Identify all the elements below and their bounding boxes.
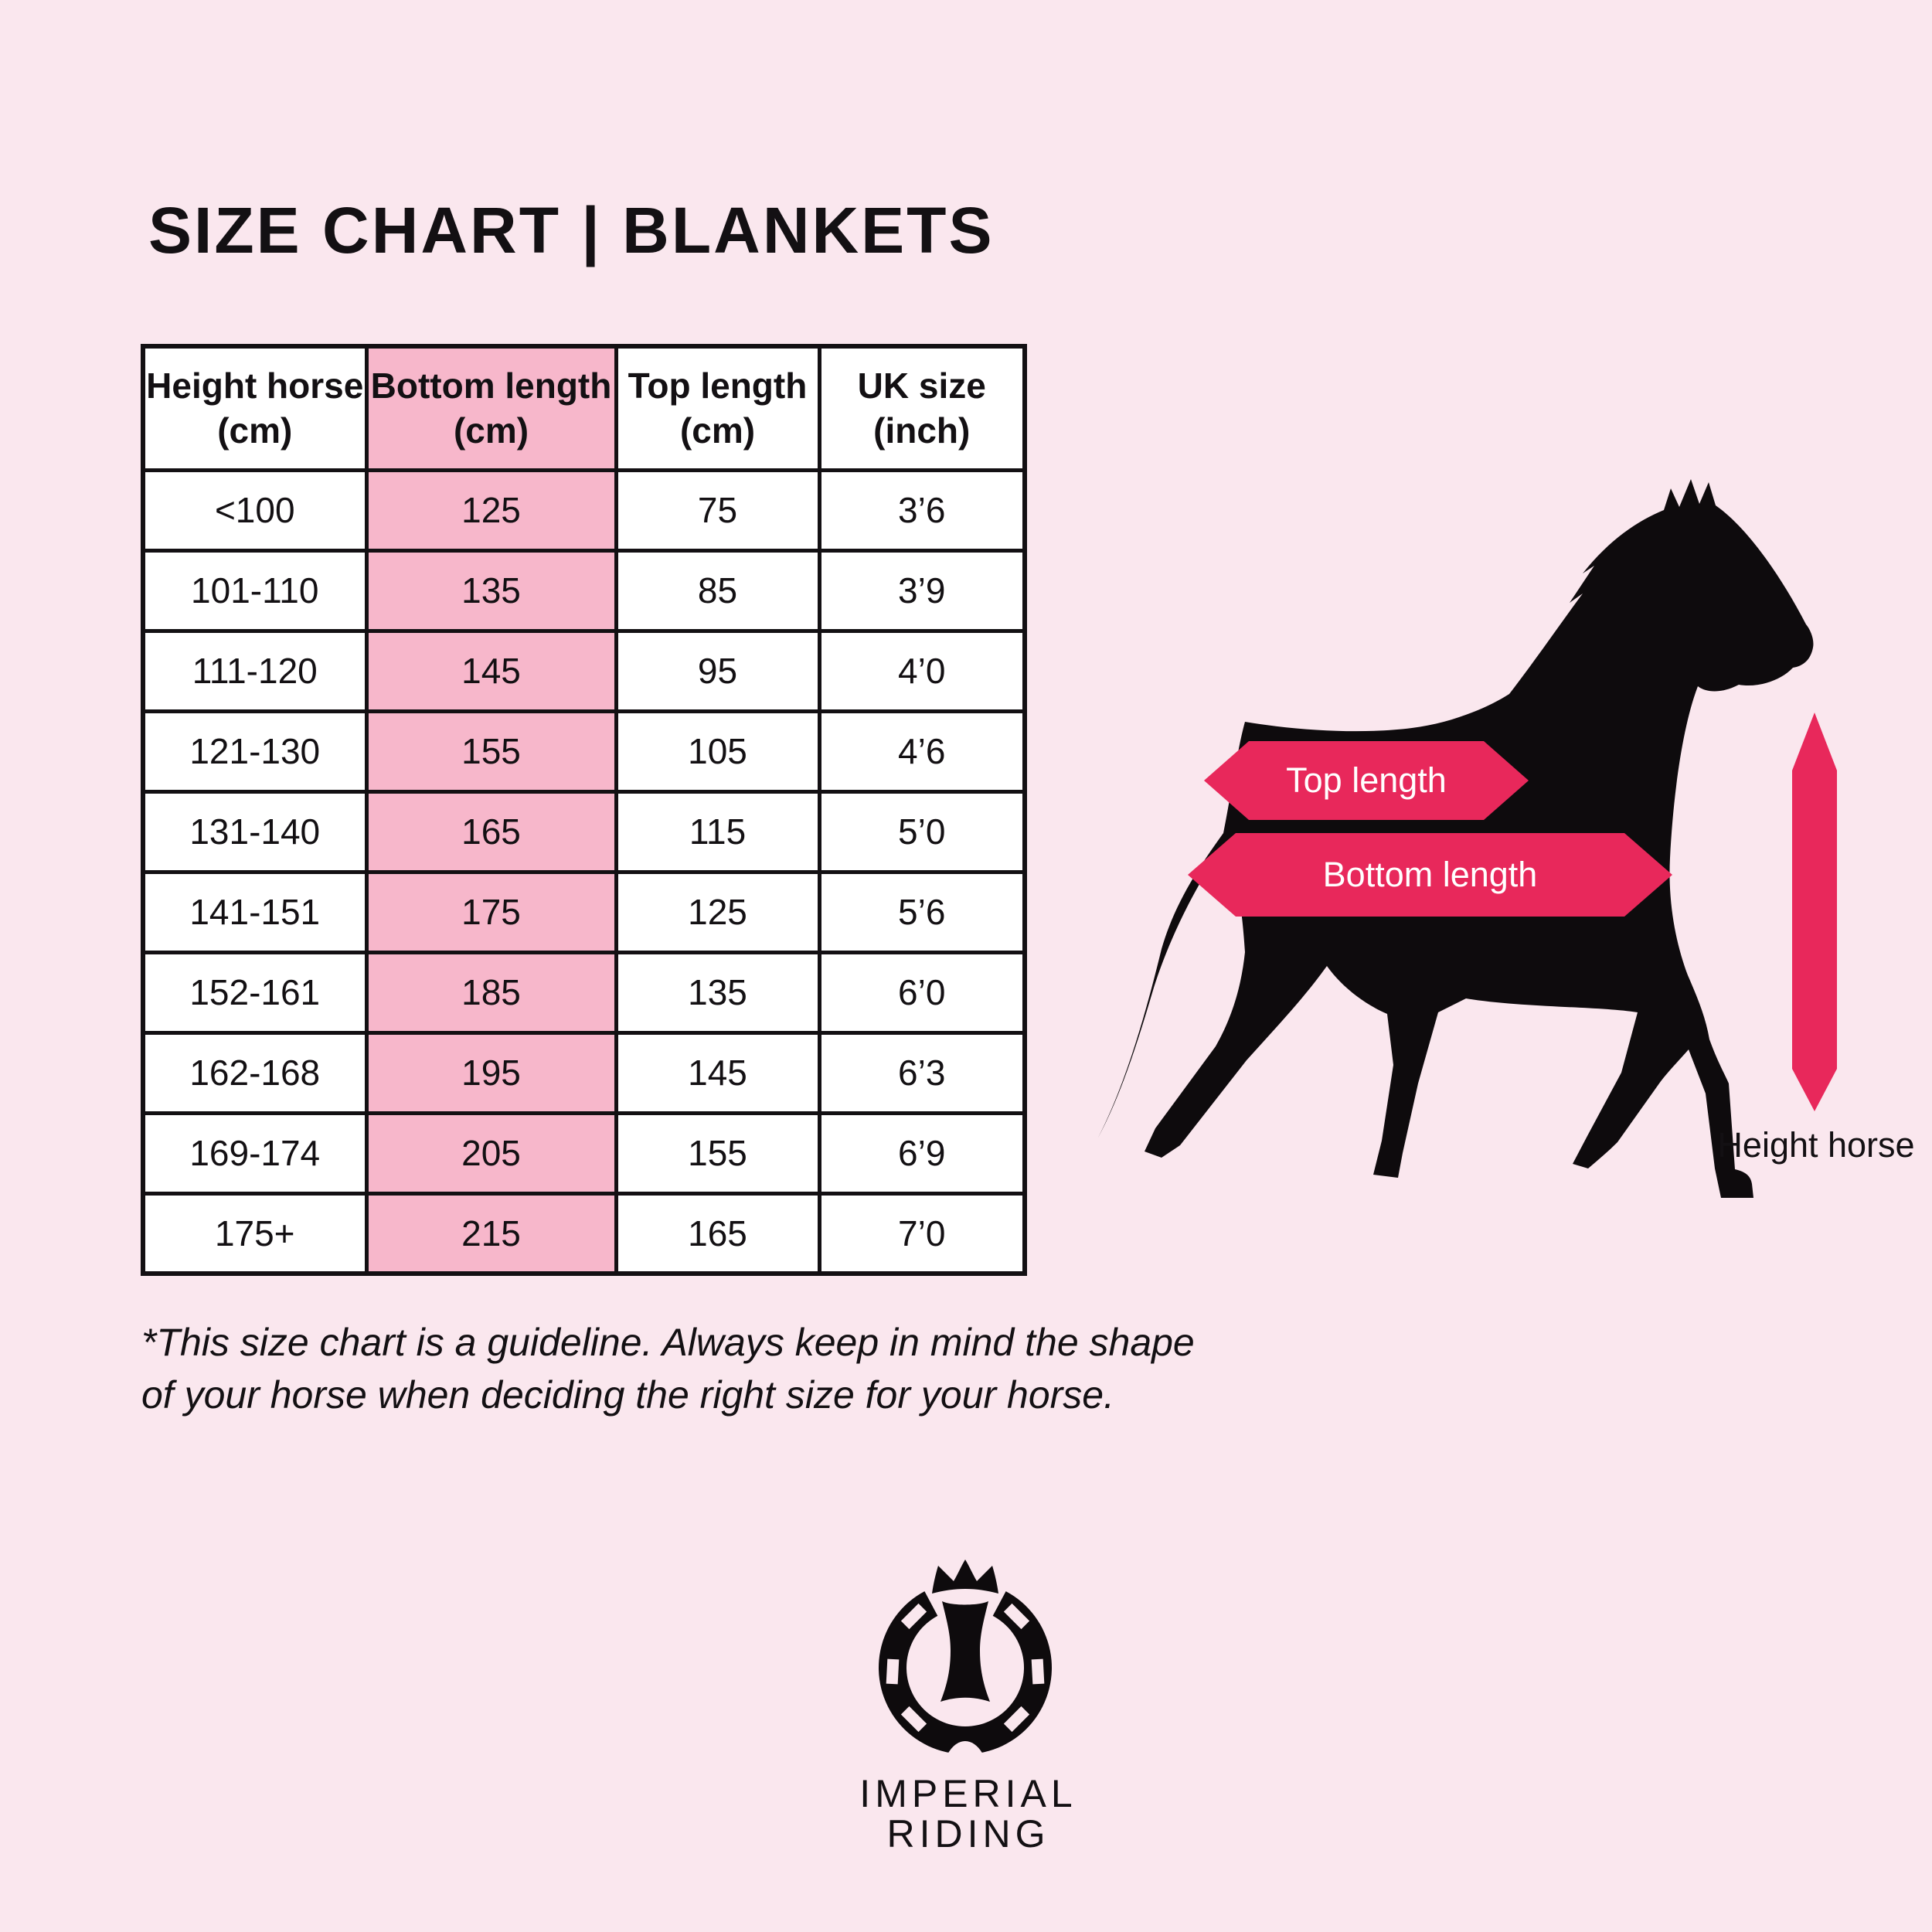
table-row: 169-174 205 155 6’9 [141,1111,1027,1196]
column-header-label: Top length [628,366,808,406]
cell-uk-size: 3’6 [817,468,1027,553]
height-horse-label: Height horse [1717,1125,1915,1165]
cell-height-horse: 162-168 [141,1030,369,1115]
cell-bottom-length: 155 [364,709,618,794]
height-horse-arrow [1792,713,1837,1111]
table-row: 152-161 185 135 6’0 [141,950,1027,1035]
cell-top-length: 165 [614,1191,821,1276]
footnote-line-2: of your horse when deciding the right si… [141,1373,1115,1417]
footnote-line-1: *This size chart is a guideline. Always … [141,1321,1195,1364]
cell-top-length: 125 [614,869,821,954]
column-header-top-length: Top length (cm) [614,344,821,472]
column-header-label: Bottom length [370,366,612,406]
cell-uk-size: 4’0 [817,628,1027,713]
cell-height-horse: 101-110 [141,548,369,633]
column-header-unit: (cm) [217,410,293,451]
column-header-unit: (cm) [679,410,756,451]
column-header-label: UK size [857,366,986,406]
cell-bottom-length: 145 [364,628,618,713]
cell-height-horse: 111-120 [141,628,369,713]
size-chart-footnote: *This size chart is a guideline. Always … [141,1316,1195,1421]
cell-bottom-length: 125 [364,468,618,553]
cell-bottom-length: 215 [364,1191,618,1276]
table-row: 131-140 165 115 5’0 [141,789,1027,874]
cell-height-horse: 121-130 [141,709,369,794]
cell-top-length: 115 [614,789,821,874]
column-header-label: Height horse [146,366,364,406]
cell-bottom-length: 135 [364,548,618,633]
table-row: 141-151 175 125 5’6 [141,869,1027,954]
cell-height-horse: 131-140 [141,789,369,874]
page-title: SIZE CHART | BLANKETS [148,194,995,267]
cell-uk-size: 6’3 [817,1030,1027,1115]
cell-uk-size: 6’9 [817,1111,1027,1196]
table-row: <100 125 75 3’6 [141,468,1027,553]
cell-top-length: 145 [614,1030,821,1115]
table-row: 121-130 155 105 4’6 [141,709,1027,794]
blanket-size-table: Height horse (cm) Bottom length (cm) Top… [141,344,1027,1276]
cell-uk-size: 6’0 [817,950,1027,1035]
brand-name-line-2: RIDING [886,1812,1050,1855]
column-header-unit: (inch) [873,410,971,451]
cell-bottom-length: 185 [364,950,618,1035]
cell-top-length: 85 [614,548,821,633]
cell-bottom-length: 175 [364,869,618,954]
top-length-arrow: Top length [1204,741,1529,820]
cell-height-horse: 141-151 [141,869,369,954]
cell-uk-size: 3’9 [817,548,1027,633]
cell-uk-size: 5’6 [817,869,1027,954]
cell-uk-size: 4’6 [817,709,1027,794]
cell-height-horse: <100 [141,468,369,553]
cell-height-horse: 152-161 [141,950,369,1035]
bottom-length-label: Bottom length [1322,855,1538,894]
cell-top-length: 75 [614,468,821,553]
brand-name-line-1: IMPERIAL [859,1772,1077,1815]
top-length-label: Top length [1286,760,1447,800]
cell-bottom-length: 165 [364,789,618,874]
table-row: 111-120 145 95 4’0 [141,628,1027,713]
cell-height-horse: 169-174 [141,1111,369,1196]
cell-bottom-length: 195 [364,1030,618,1115]
table-row: 162-168 195 145 6’3 [141,1030,1027,1115]
cell-top-length: 105 [614,709,821,794]
cell-uk-size: 5’0 [817,789,1027,874]
column-header-unit: (cm) [453,410,529,451]
column-header-bottom-length: Bottom length (cm) [364,344,618,472]
cell-top-length: 135 [614,950,821,1035]
cell-bottom-length: 205 [364,1111,618,1196]
column-header-uk-size: UK size (inch) [817,344,1027,472]
cell-top-length: 155 [614,1111,821,1196]
cell-height-horse: 175+ [141,1191,369,1276]
table-row: 175+ 215 165 7’0 [141,1191,1027,1276]
imperial-riding-logo-icon [879,1560,1052,1757]
table-row: 101-110 135 85 3’9 [141,548,1027,633]
bottom-length-arrow: Bottom length [1188,833,1672,917]
cell-top-length: 95 [614,628,821,713]
cell-uk-size: 7’0 [817,1191,1027,1276]
table-header-row: Height horse (cm) Bottom length (cm) Top… [141,344,1027,472]
column-header-height-horse: Height horse (cm) [141,344,369,472]
